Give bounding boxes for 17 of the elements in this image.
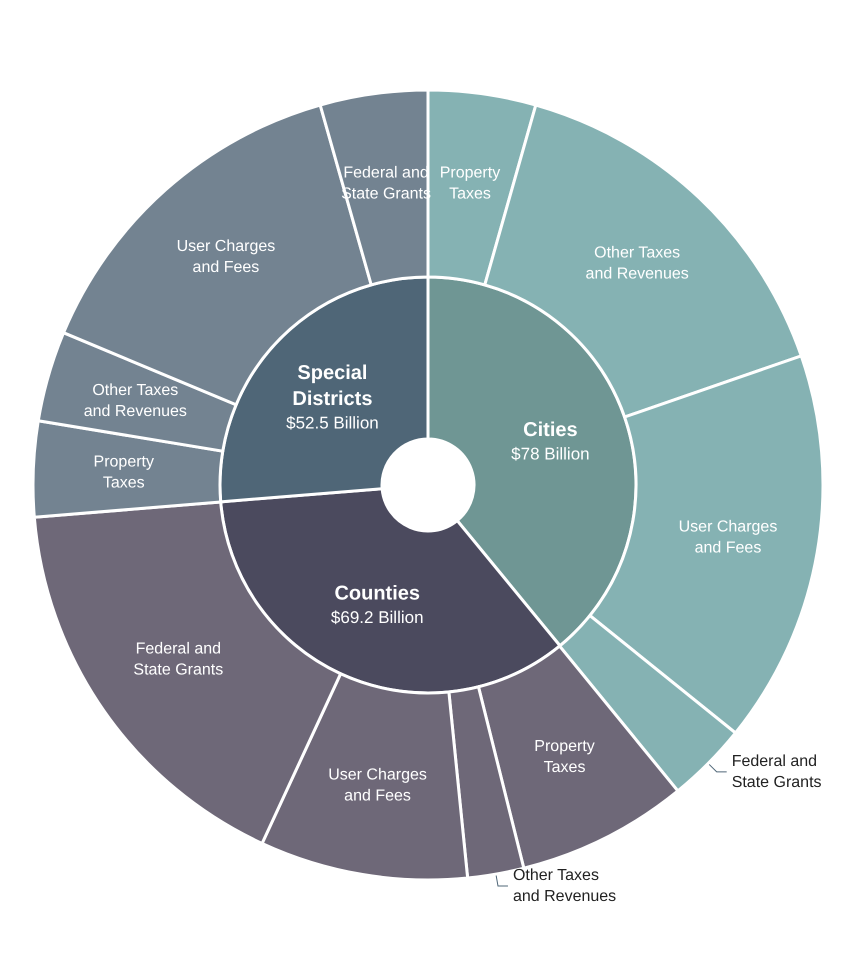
slice-label: User Charges and Fees	[328, 766, 427, 804]
slice-label: User Charges and Fees	[176, 238, 276, 276]
slice-label: Other Taxes and Revenues	[586, 244, 689, 283]
data-label: $78 Billion	[511, 444, 590, 464]
slice-label: User Charges and Fees	[678, 518, 778, 556]
slice-label: Special Districts	[292, 362, 372, 410]
slice-label: Property Taxes	[440, 164, 500, 202]
slice-label: Federal and State Grants	[732, 752, 822, 791]
slice-label: Counties	[334, 582, 420, 605]
slice-label: Other Taxes and Revenues	[512, 866, 616, 905]
data-label: $69.2 Billion	[330, 608, 424, 628]
slice-label: Property Taxes	[94, 454, 154, 492]
slice-label: Federal and State Grants	[133, 640, 224, 678]
slice-label: Other Taxes and Revenues	[84, 382, 187, 420]
slice-label: Property Taxes	[534, 738, 595, 776]
slice-label: Cities	[523, 419, 578, 442]
data-label: $52.5 Billion	[286, 413, 379, 432]
